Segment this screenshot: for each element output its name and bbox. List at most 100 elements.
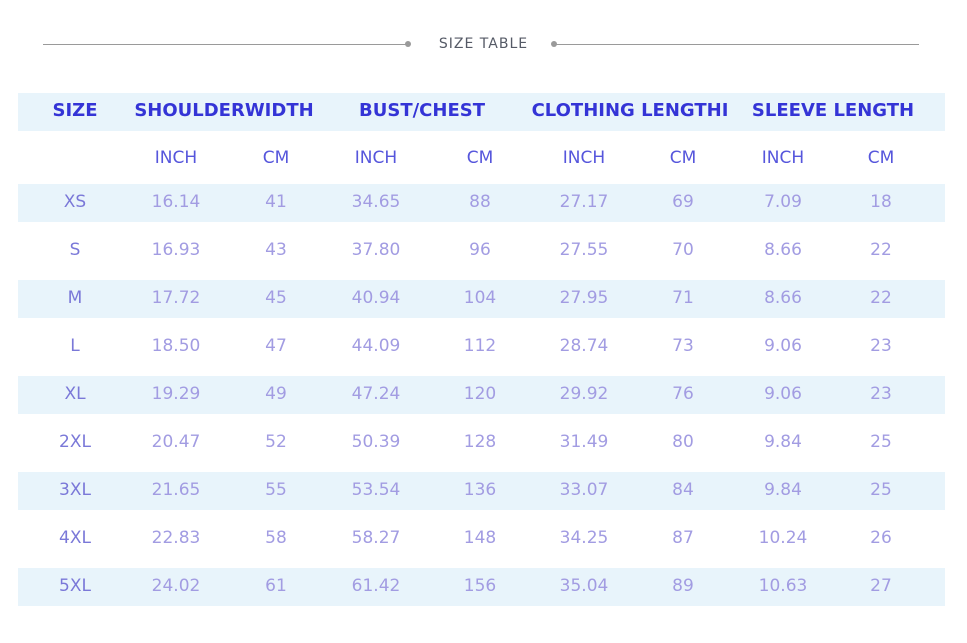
size-value: 58 (265, 528, 287, 548)
size-value: 9.84 (764, 480, 802, 500)
size-value: 104 (463, 288, 497, 308)
size-value: 148 (463, 528, 497, 548)
size-value: 70 (672, 240, 694, 260)
unit-header: INCH (154, 148, 198, 168)
size-value: 31.49 (559, 432, 609, 452)
size-value: 34.25 (559, 528, 609, 548)
row-band (18, 184, 945, 222)
column-header: SHOULDERWIDTH (134, 100, 314, 121)
size-value: 27 (870, 576, 892, 596)
size-value: 58.27 (351, 528, 401, 548)
size-value: 128 (463, 432, 497, 452)
size-value: 21.65 (151, 480, 201, 500)
size-label: 2XL (59, 432, 91, 452)
size-value: 27.17 (559, 192, 609, 212)
size-value: 25 (870, 480, 892, 500)
unit-header: INCH (354, 148, 398, 168)
size-value: 35.04 (559, 576, 609, 596)
row-band (18, 280, 945, 318)
column-header: CLOTHING LENGTHI (531, 100, 729, 121)
size-value: 71 (672, 288, 694, 308)
size-label: XS (63, 192, 87, 212)
size-value: 27.95 (559, 288, 609, 308)
size-value: 76 (672, 384, 694, 404)
size-value: 61 (265, 576, 287, 596)
size-label: M (67, 288, 83, 308)
size-value: 22 (870, 288, 892, 308)
size-value: 61.42 (351, 576, 401, 596)
size-value: 47.24 (351, 384, 401, 404)
size-value: 8.66 (764, 288, 802, 308)
size-value: 80 (672, 432, 694, 452)
size-value: 96 (469, 240, 491, 260)
row-band (18, 376, 945, 414)
divider (555, 44, 919, 45)
size-value: 29.92 (559, 384, 609, 404)
size-value: 9.06 (764, 336, 802, 356)
size-value: 55 (265, 480, 287, 500)
divider-dot (405, 41, 411, 47)
size-value: 28.74 (559, 336, 609, 356)
header-band (18, 93, 945, 131)
row-band (18, 568, 945, 606)
size-value: 18.50 (151, 336, 201, 356)
size-label: 4XL (59, 528, 91, 548)
column-header: SIZE (52, 100, 98, 121)
size-value: 22 (870, 240, 892, 260)
size-label: XL (64, 384, 86, 404)
size-value: 49 (265, 384, 287, 404)
size-value: 37.80 (351, 240, 401, 260)
size-value: 87 (672, 528, 694, 548)
unit-header: INCH (562, 148, 606, 168)
size-value: 34.65 (351, 192, 401, 212)
size-value: 16.93 (151, 240, 201, 260)
size-value: 89 (672, 576, 694, 596)
size-value: 136 (463, 480, 497, 500)
row-band (18, 472, 945, 510)
size-value: 27.55 (559, 240, 609, 260)
size-value: 20.47 (151, 432, 201, 452)
size-value: 53.54 (351, 480, 401, 500)
size-label: L (70, 336, 80, 356)
size-value: 47 (265, 336, 287, 356)
size-value: 10.24 (758, 528, 808, 548)
size-value: 25 (870, 432, 892, 452)
size-value: 24.02 (151, 576, 201, 596)
size-value: 23 (870, 336, 892, 356)
size-value: 9.06 (764, 384, 802, 404)
column-header: BUST/CHEST (359, 100, 485, 121)
column-header: SLEEVE LENGTH (751, 100, 915, 121)
size-value: 44.09 (351, 336, 401, 356)
size-value: 45 (265, 288, 287, 308)
size-label: S (69, 240, 81, 260)
size-value: 84 (672, 480, 694, 500)
size-value: 19.29 (151, 384, 201, 404)
size-value: 41 (265, 192, 287, 212)
size-value: 10.63 (758, 576, 808, 596)
size-value: 26 (870, 528, 892, 548)
size-value: 73 (672, 336, 694, 356)
size-value: 120 (463, 384, 497, 404)
size-value: 22.83 (151, 528, 201, 548)
size-value: 40.94 (351, 288, 401, 308)
size-label: 3XL (59, 480, 91, 500)
size-value: 33.07 (559, 480, 609, 500)
size-label: 5XL (59, 576, 91, 596)
size-value: 156 (463, 576, 497, 596)
divider-dot (551, 41, 557, 47)
unit-header: CM (466, 148, 494, 168)
unit-header: INCH (761, 148, 805, 168)
size-value: 50.39 (351, 432, 401, 452)
size-value: 112 (463, 336, 497, 356)
size-value: 43 (265, 240, 287, 260)
size-value: 69 (672, 192, 694, 212)
size-value: 18 (870, 192, 892, 212)
unit-header: CM (867, 148, 895, 168)
size-value: 23 (870, 384, 892, 404)
size-value: 17.72 (151, 288, 201, 308)
size-value: 7.09 (764, 192, 802, 212)
size-value: 88 (469, 192, 491, 212)
size-value: 8.66 (764, 240, 802, 260)
size-value: 9.84 (764, 432, 802, 452)
